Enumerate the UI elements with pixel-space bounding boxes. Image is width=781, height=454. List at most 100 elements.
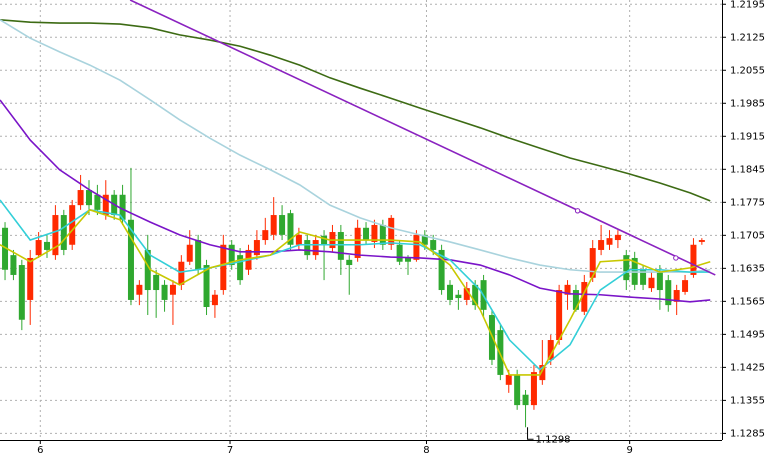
- x-tick-label: 7: [227, 445, 233, 454]
- candle-body: [640, 269, 647, 285]
- candle-body: [547, 340, 554, 360]
- candle-body: [94, 194, 101, 210]
- y-tick-label: 1.1285: [730, 428, 765, 439]
- candle-body: [682, 280, 689, 292]
- candle-body: [295, 234, 302, 245]
- y-tick-label: 1.1985: [730, 98, 765, 109]
- y-tick-label: 1.1565: [730, 296, 765, 307]
- candle-body: [430, 240, 437, 250]
- candle-body: [10, 255, 17, 275]
- y-tick-label: 1.2055: [730, 65, 765, 76]
- candle-body: [144, 249, 151, 291]
- candle-body: [304, 240, 311, 256]
- trend-point: [574, 208, 581, 214]
- x-tick-label: 6: [37, 445, 43, 454]
- candle-body: [589, 248, 596, 278]
- candle-body: [606, 238, 613, 245]
- candle-body: [52, 215, 59, 256]
- candle-body: [203, 265, 210, 308]
- candle-body: [379, 224, 386, 245]
- candle-body: [581, 282, 588, 312]
- candle-body: [186, 244, 193, 262]
- candle-body: [346, 259, 353, 266]
- candle-body: [337, 232, 344, 260]
- candle-body: [656, 272, 663, 291]
- candle-body: [539, 365, 546, 381]
- candle-body: [614, 234, 621, 241]
- candle-body: [270, 215, 277, 235]
- moving-average-line: [0, 19, 711, 202]
- candle-body: [262, 230, 269, 241]
- candle-body: [153, 274, 160, 291]
- low-annotation: 1.1298: [536, 434, 571, 445]
- candle-body: [85, 190, 92, 206]
- candle-body: [572, 290, 579, 310]
- candle-body: [35, 240, 42, 256]
- candle-body: [279, 215, 286, 235]
- candle-body: [446, 284, 453, 300]
- candle-body: [18, 265, 25, 320]
- trend-point: [673, 255, 679, 261]
- candle-body: [312, 240, 319, 256]
- y-tick-label: 1.1915: [730, 131, 765, 142]
- candle-body: [354, 227, 361, 258]
- candle-body: [27, 257, 34, 300]
- candle-body: [438, 249, 445, 291]
- candle-body: [136, 284, 143, 295]
- candle-body: [363, 227, 370, 241]
- candle-body: [497, 330, 504, 375]
- candle-body: [169, 284, 176, 295]
- candle-body: [44, 241, 51, 250]
- candle-body: [2, 227, 9, 270]
- y-tick-label: 1.2195: [730, 0, 765, 10]
- candle-body: [463, 288, 470, 300]
- moving-average-line: [0, 199, 711, 371]
- y-tick-label: 1.1425: [730, 362, 765, 373]
- candle-body: [556, 290, 563, 341]
- y-tick-label: 1.1355: [730, 395, 765, 406]
- candle-body: [77, 190, 84, 206]
- candle-body: [228, 244, 235, 266]
- candle-body: [220, 244, 227, 291]
- candle-body: [665, 280, 672, 306]
- candle-body: [119, 194, 126, 220]
- candle-body: [396, 244, 403, 262]
- moving-average-line: [0, 208, 711, 376]
- trend-line: [129, 0, 716, 276]
- y-tick-label: 1.1775: [730, 197, 765, 208]
- y-tick-label: 1.1845: [730, 164, 765, 175]
- candle-body: [564, 284, 571, 295]
- candle-body: [60, 215, 67, 250]
- candle-body: [127, 219, 134, 300]
- candle-body: [673, 290, 680, 302]
- candle-body: [321, 235, 328, 245]
- x-tick-label: 8: [423, 445, 429, 454]
- y-tick-label: 1.2125: [730, 32, 765, 43]
- candle-body: [413, 234, 420, 260]
- candle-body: [690, 244, 697, 275]
- candle-body: [421, 234, 428, 245]
- candle-body: [505, 374, 512, 385]
- x-tick-label: 9: [626, 445, 632, 454]
- candle-body: [405, 257, 412, 262]
- y-tick-label: 1.1495: [730, 329, 765, 340]
- y-tick-label: 1.1635: [730, 263, 765, 274]
- candle-body: [237, 255, 244, 281]
- candle-body: [648, 277, 655, 289]
- candle-body: [287, 213, 294, 245]
- candle-body: [69, 205, 76, 245]
- candle-body: [371, 224, 378, 242]
- candle-body: [161, 284, 168, 300]
- candle-body: [455, 294, 462, 299]
- candle-body: [598, 240, 605, 250]
- candle-body: [698, 240, 705, 242]
- candle-body: [253, 240, 260, 256]
- y-tick-label: 1.1705: [730, 230, 765, 241]
- candle-body: [472, 284, 479, 306]
- candle-body: [514, 374, 521, 406]
- annotation-leader: [527, 427, 534, 440]
- candle-body: [211, 294, 218, 306]
- candle-body: [623, 255, 630, 281]
- candle-body: [530, 372, 537, 406]
